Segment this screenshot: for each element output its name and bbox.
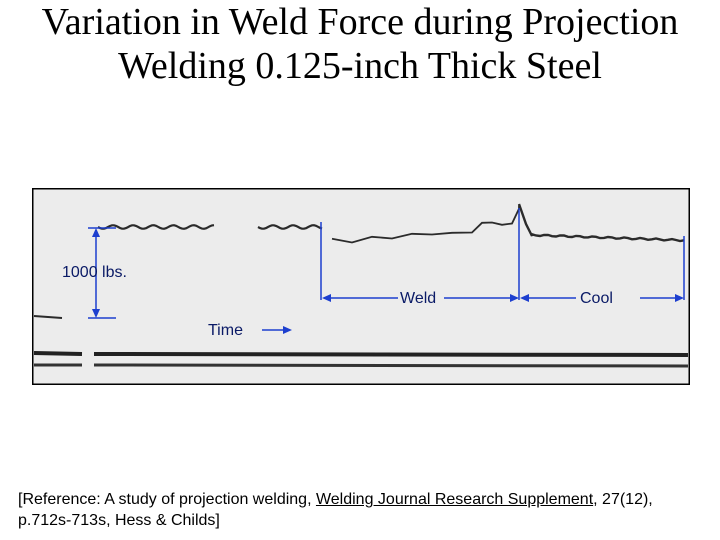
force-trace-weld	[331, 205, 520, 244]
weld-span-right-head	[510, 294, 519, 302]
weld-label: Weld	[400, 290, 437, 307]
cool-span-right-head	[675, 294, 684, 302]
cool-label: Cool	[580, 290, 613, 307]
page-title: Variation in Weld Force during Projectio…	[41, 1, 679, 87]
reference-journal: Welding Journal Research Supplement	[315, 491, 594, 508]
force-trace-cool	[517, 203, 685, 243]
time-arrow-head	[283, 326, 292, 334]
time-marker-line-upper	[33, 351, 689, 357]
weld-force-oscillogram	[32, 188, 690, 385]
time-label: Time	[208, 322, 243, 339]
force-trace-pre-weld-2	[257, 224, 323, 230]
force-scale-arrow-head-up	[92, 228, 100, 237]
reference-trace-stub	[33, 315, 63, 319]
oscillogram-svg	[32, 188, 690, 385]
force-trace-pre-weld	[97, 224, 215, 230]
reference-prefix: [Reference: A study of projection weldin…	[18, 491, 316, 508]
weld-span-left-head	[322, 294, 331, 302]
cool-span-left-head	[520, 294, 529, 302]
force-scale-arrow-head-down	[92, 309, 100, 318]
reference-suffix: , 27(12), p.712s-713s, Hess & Childs]	[18, 491, 653, 529]
reference-citation: [Reference: A study of projection weldin…	[18, 489, 708, 531]
time-marker-line-lower	[34, 363, 689, 368]
force-scale-label: 1000 lbs.	[62, 264, 127, 281]
